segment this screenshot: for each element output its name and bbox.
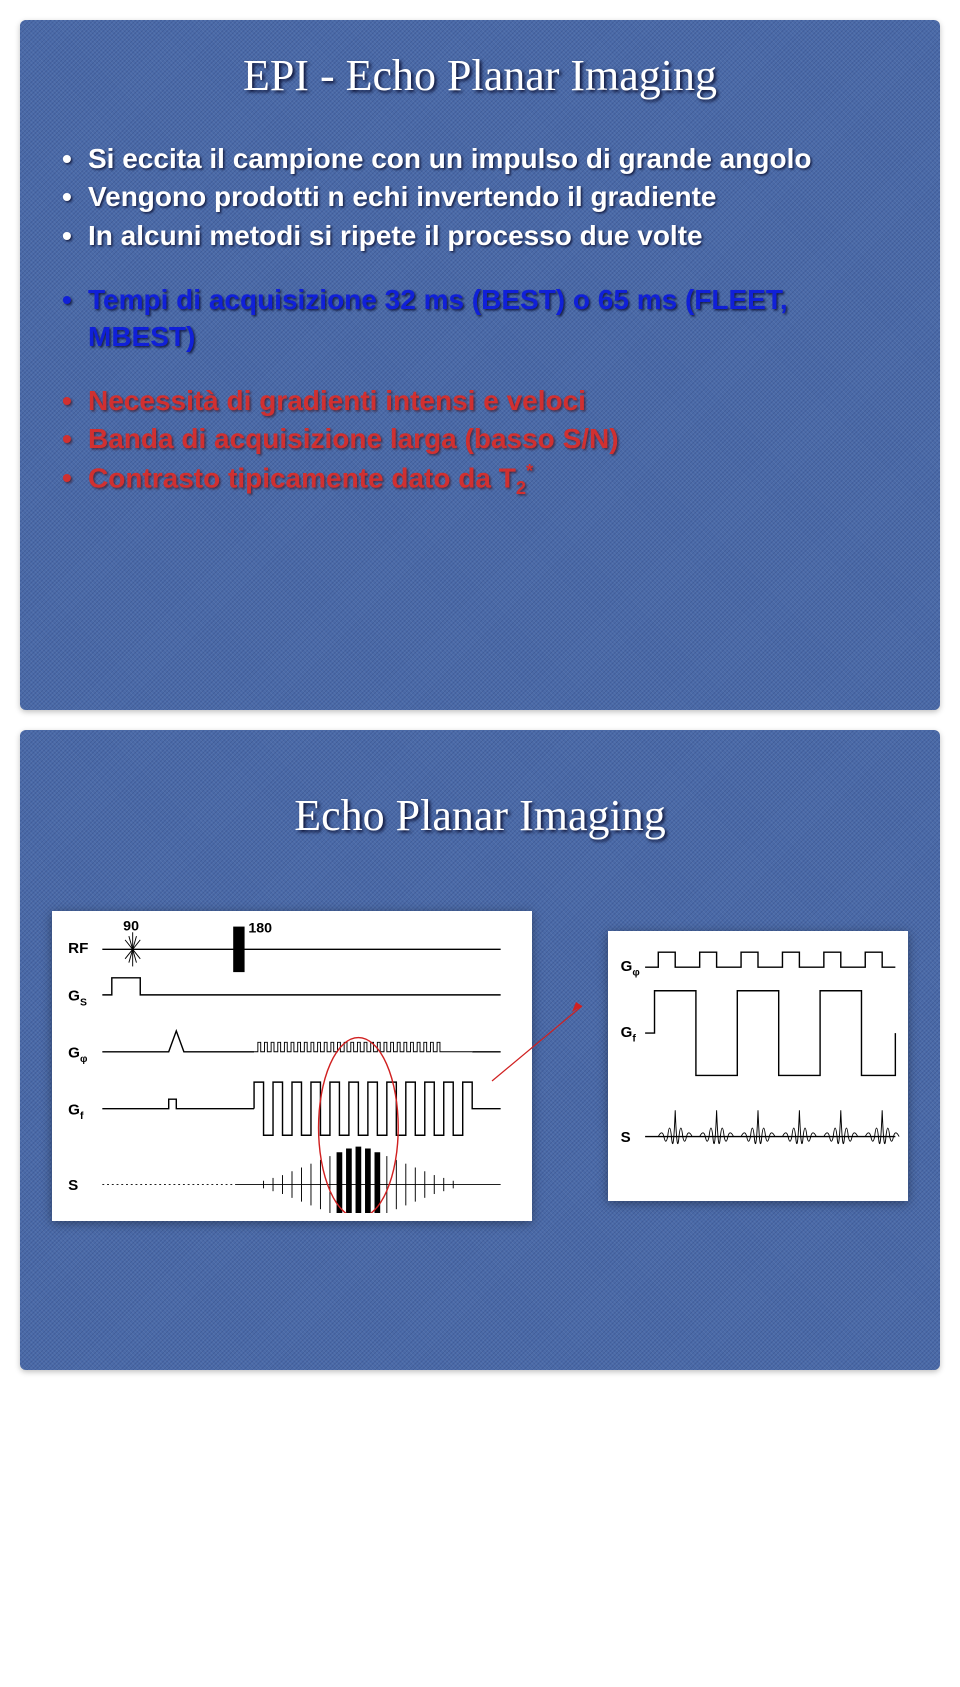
bullet-white-2: In alcuni metodi si ripete il processo d… (60, 218, 900, 254)
spacer (60, 357, 900, 383)
bullets-white: Si eccita il campione con un impulso di … (60, 141, 900, 254)
label-gf-sub: f (80, 1111, 84, 1122)
label-rf: RF (68, 940, 88, 957)
bullet-red-1: Banda di acquisizione larga (basso S/N) (60, 421, 900, 457)
slide2-title: Echo Planar Imaging (60, 790, 900, 841)
label-gf: G (68, 1101, 80, 1118)
bullet-blue-0: Tempi di acquisizione 32 ms (BEST) o 65 … (60, 282, 900, 355)
slide-epi-text: EPI - Echo Planar Imaging Si eccita il c… (20, 20, 940, 710)
bullet-white-0: Si eccita il campione con un impulso di … (60, 141, 900, 177)
callout-arrow (552, 1026, 588, 1106)
bullet-red-2-sub: 2 (516, 478, 526, 498)
label-gphi: G (68, 1044, 80, 1061)
label-90: 90 (123, 919, 139, 934)
bullets-blue: Tempi di acquisizione 32 ms (BEST) o 65 … (60, 282, 900, 355)
svg-text:Gφ: Gφ (621, 958, 640, 979)
phase-blips (254, 1042, 472, 1051)
pulse-sequence-diagram: RF 90 180 GS Gφ (52, 911, 532, 1221)
label-gs-sub: S (80, 997, 87, 1008)
spacer (60, 256, 900, 282)
bullet-red-2-sup: * (526, 461, 533, 481)
label-gphi2-sub: φ (632, 968, 639, 979)
label-gf2: G (621, 1024, 633, 1041)
label-s2: S (621, 1129, 631, 1146)
bullet-red-2: Contrasto tipicamente dato da T2* (60, 460, 900, 501)
svg-text:Gf: Gf (68, 1101, 84, 1122)
echo-bursts (658, 1110, 899, 1143)
bullets-red: Necessità di gradienti intensi e veloci … (60, 383, 900, 500)
bullet-white-1: Vengono prodotti n echi invertendo il gr… (60, 179, 900, 215)
echo-train (264, 1147, 454, 1213)
label-gf2-sub: f (632, 1034, 636, 1045)
bullet-red-2-text: Contrasto tipicamente dato da T (88, 462, 516, 493)
slide1-title: EPI - Echo Planar Imaging (60, 50, 900, 101)
zoom-diagram: Gφ Gf S (608, 931, 908, 1201)
label-gphi-sub: φ (80, 1054, 88, 1065)
label-gphi2: G (621, 958, 633, 975)
bullet-red-0: Necessità di gradienti intensi e veloci (60, 383, 900, 419)
svg-text:Gf: Gf (621, 1024, 637, 1045)
svg-text:Gφ: Gφ (68, 1044, 88, 1065)
svg-text:GS: GS (68, 988, 87, 1009)
slide-epi-diagram: Echo Planar Imaging RF 90 180 (20, 730, 940, 1370)
label-gs: G (68, 988, 80, 1005)
label-s: S (68, 1177, 78, 1194)
diagram-row: RF 90 180 GS Gφ (60, 911, 900, 1221)
label-180: 180 (248, 920, 272, 936)
